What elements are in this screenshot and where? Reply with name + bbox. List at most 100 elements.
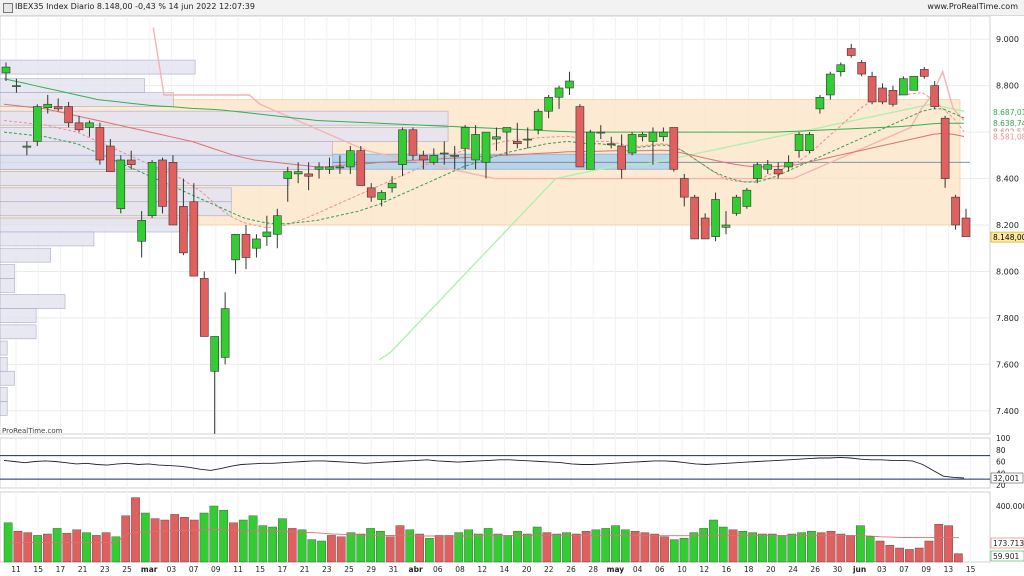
volume-bar <box>914 547 924 563</box>
volume-bar <box>346 532 356 563</box>
volume-bar <box>738 531 748 563</box>
window-icon[interactable] <box>3 3 13 13</box>
volume-profile-bar <box>0 247 51 263</box>
oscillator-value-box <box>990 472 1024 484</box>
oscillator-tick-label: 20 <box>996 481 1006 490</box>
date-tick-label: 23 <box>322 565 332 574</box>
volume-bar <box>268 526 277 563</box>
volume-bar <box>709 519 718 563</box>
candle-body <box>147 162 157 217</box>
oscillator-value-label: 32,001 <box>993 474 1019 483</box>
date-tick-label: 21 <box>78 565 88 574</box>
date-tick-label: 15 <box>255 565 265 574</box>
volume-bar <box>934 524 944 563</box>
candle-body <box>627 134 637 154</box>
volume-bar <box>836 533 846 563</box>
candle-body <box>732 196 741 214</box>
volume-bar <box>434 535 444 563</box>
volume-profile-bar <box>0 294 66 309</box>
date-tick-label: 24 <box>788 565 798 574</box>
volume-bar <box>72 529 82 563</box>
volume-bar <box>140 512 150 563</box>
volume-bar <box>718 526 728 563</box>
date-tick-label: 07 <box>189 565 199 574</box>
volume-bar <box>679 538 689 563</box>
volume-bar <box>689 532 699 563</box>
volume-bar <box>660 536 669 563</box>
volume-bar <box>52 528 62 563</box>
date-tick-label: 16 <box>722 565 732 574</box>
candle-body <box>533 110 543 131</box>
candle-body <box>304 173 313 177</box>
watermark-text: ProRealTime.com <box>2 427 63 435</box>
volume-bar <box>552 533 562 563</box>
date-tick-label: 04 <box>633 565 643 574</box>
volume-tick-label: 400.000 <box>996 502 1024 511</box>
candle-body <box>252 238 261 249</box>
volume-profile-bar <box>0 78 145 94</box>
volume-profile-bar <box>0 231 95 247</box>
volume-bar <box>111 536 121 563</box>
date-tick-label: may <box>607 565 625 574</box>
volume-bar <box>23 532 33 563</box>
volume-bar <box>562 532 571 563</box>
volume-bar <box>875 540 885 563</box>
candle-body <box>753 164 762 179</box>
candle-body <box>763 164 773 170</box>
candle-body <box>116 159 126 210</box>
candle-body <box>481 131 491 163</box>
volume-profile-bar <box>0 324 37 340</box>
chart-canvas[interactable]: 7.4007.6007.8008.0008.2008.4008.6008.800… <box>0 16 1024 576</box>
date-tick-label: 15 <box>33 565 43 574</box>
price-label-box <box>990 231 1024 243</box>
candle-body <box>690 196 699 240</box>
volume-bar <box>885 545 895 563</box>
date-tick-label: 20 <box>766 565 776 574</box>
volume-bar <box>91 535 101 563</box>
date-tick-label: 12 <box>699 565 709 574</box>
volume-bar <box>160 519 170 563</box>
candle-body <box>523 138 533 141</box>
volume-bar <box>150 518 160 563</box>
date-tick-label: 17 <box>278 565 288 574</box>
candle-body <box>126 159 136 165</box>
volume-bar <box>219 510 229 563</box>
volume-bar <box>131 497 140 563</box>
date-tick-label: 29 <box>366 565 376 574</box>
volume-bar <box>180 517 189 563</box>
volume-bar <box>503 535 513 563</box>
volume-bar <box>170 514 180 563</box>
date-tick-label: 03 <box>877 565 887 574</box>
site-url[interactable]: www.ProRealTime.com <box>927 2 1018 11</box>
candle-body <box>554 87 564 98</box>
candle-body <box>179 206 188 254</box>
candle-body <box>919 69 929 77</box>
date-tick-label: 23 <box>100 565 110 574</box>
volume-bar <box>611 525 620 563</box>
volume-bar <box>464 529 473 563</box>
volume-profile-bar <box>0 217 189 233</box>
volume-label-box <box>990 537 1024 549</box>
volume-bar <box>640 532 650 563</box>
price-tick-label: 7.600 <box>996 360 1019 369</box>
volume-bar <box>601 528 611 563</box>
oscillator-tick-label: 80 <box>996 446 1006 455</box>
date-tick-label: 11 <box>233 565 243 574</box>
volume-bar <box>121 515 131 563</box>
candle-body <box>1 66 11 74</box>
candle-body <box>335 166 345 169</box>
volume-profile-bar <box>0 401 8 416</box>
candle-body <box>492 136 501 140</box>
date-tick-label: 12 <box>477 565 487 574</box>
volume-moving-average <box>8 529 960 543</box>
candle-body <box>544 96 553 112</box>
price-tick-label: 8.400 <box>996 175 1019 184</box>
candle-body <box>439 152 449 155</box>
candle-body <box>85 122 94 128</box>
candle-body <box>617 145 626 170</box>
candle-body <box>659 131 668 138</box>
candle-body <box>199 278 209 337</box>
channel-line-pink <box>152 27 965 180</box>
price-label: 8.148,00 <box>993 233 1024 242</box>
volume-bar <box>581 531 591 563</box>
